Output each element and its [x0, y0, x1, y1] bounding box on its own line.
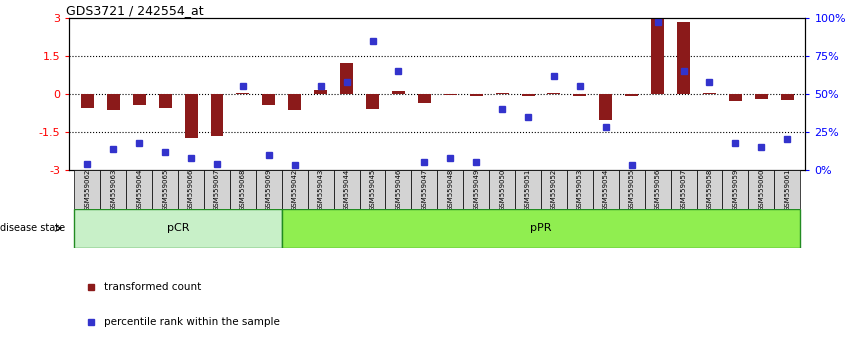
Bar: [521, 94, 534, 96]
Bar: [469, 94, 482, 96]
Bar: [288, 94, 301, 110]
Text: GSM559068: GSM559068: [240, 168, 246, 211]
Text: pPR: pPR: [530, 223, 552, 233]
Bar: [677, 22, 690, 94]
Text: pCR: pCR: [167, 223, 190, 233]
Bar: [567, 170, 593, 209]
Text: transformed count: transformed count: [104, 282, 201, 292]
Text: GSM559049: GSM559049: [473, 168, 479, 211]
Bar: [547, 92, 560, 94]
Bar: [126, 170, 152, 209]
Bar: [366, 94, 379, 109]
Bar: [281, 170, 307, 209]
Bar: [152, 170, 178, 209]
Bar: [307, 170, 333, 209]
Bar: [515, 170, 541, 209]
Text: GSM559048: GSM559048: [448, 168, 453, 211]
Bar: [262, 94, 275, 105]
Text: GSM559057: GSM559057: [681, 168, 687, 211]
Bar: [670, 170, 696, 209]
Bar: [748, 170, 774, 209]
Bar: [625, 94, 638, 96]
Bar: [281, 209, 800, 248]
Text: GSM559055: GSM559055: [629, 168, 635, 211]
Bar: [314, 90, 327, 94]
Bar: [443, 94, 456, 95]
Bar: [599, 94, 612, 120]
Bar: [573, 94, 586, 96]
Bar: [651, 18, 664, 94]
Bar: [385, 170, 411, 209]
Text: GDS3721 / 242554_at: GDS3721 / 242554_at: [66, 4, 204, 17]
Bar: [392, 91, 405, 94]
Bar: [696, 170, 722, 209]
Text: GSM559047: GSM559047: [422, 168, 427, 211]
Bar: [204, 170, 230, 209]
Text: GSM559042: GSM559042: [292, 168, 298, 211]
Bar: [729, 94, 742, 101]
Bar: [703, 92, 716, 94]
Text: disease state: disease state: [0, 223, 65, 233]
Text: GSM559050: GSM559050: [499, 168, 505, 211]
Text: GSM559060: GSM559060: [759, 168, 765, 211]
Bar: [781, 94, 794, 100]
Bar: [255, 170, 281, 209]
Bar: [541, 170, 567, 209]
Bar: [619, 170, 644, 209]
Bar: [495, 92, 508, 94]
Bar: [333, 170, 359, 209]
Bar: [644, 170, 670, 209]
Bar: [437, 170, 463, 209]
Bar: [74, 209, 281, 248]
Text: GSM559058: GSM559058: [707, 168, 713, 211]
Bar: [359, 170, 385, 209]
Text: GSM559063: GSM559063: [110, 168, 116, 211]
Bar: [755, 94, 768, 99]
Bar: [100, 170, 126, 209]
Text: GSM559062: GSM559062: [84, 168, 90, 211]
Text: GSM559056: GSM559056: [655, 168, 661, 211]
Bar: [418, 94, 431, 103]
Text: GSM559059: GSM559059: [733, 168, 739, 211]
Bar: [74, 170, 100, 209]
Text: GSM559051: GSM559051: [525, 168, 531, 211]
Text: GSM559054: GSM559054: [603, 168, 609, 211]
Text: GSM559045: GSM559045: [370, 168, 376, 211]
Text: GSM559046: GSM559046: [396, 168, 402, 211]
Text: GSM559043: GSM559043: [318, 168, 324, 211]
Bar: [722, 170, 748, 209]
Bar: [158, 94, 171, 108]
Bar: [236, 92, 249, 94]
Text: GSM559065: GSM559065: [162, 168, 168, 211]
Bar: [210, 94, 223, 136]
Bar: [132, 94, 145, 105]
Text: GSM559064: GSM559064: [136, 168, 142, 211]
Bar: [774, 170, 800, 209]
Bar: [230, 170, 255, 209]
Bar: [340, 63, 353, 94]
Text: percentile rank within the sample: percentile rank within the sample: [104, 317, 280, 327]
Text: GSM559069: GSM559069: [266, 168, 272, 211]
Text: GSM559044: GSM559044: [344, 168, 350, 211]
Text: GSM559053: GSM559053: [577, 168, 583, 211]
Text: GSM559067: GSM559067: [214, 168, 220, 211]
Text: GSM559052: GSM559052: [551, 168, 557, 211]
Bar: [411, 170, 437, 209]
Bar: [593, 170, 619, 209]
Text: GSM559066: GSM559066: [188, 168, 194, 211]
Bar: [184, 94, 197, 138]
Bar: [489, 170, 515, 209]
Bar: [463, 170, 489, 209]
Bar: [81, 94, 94, 108]
Bar: [107, 94, 120, 110]
Bar: [178, 170, 204, 209]
Text: GSM559061: GSM559061: [785, 168, 791, 211]
